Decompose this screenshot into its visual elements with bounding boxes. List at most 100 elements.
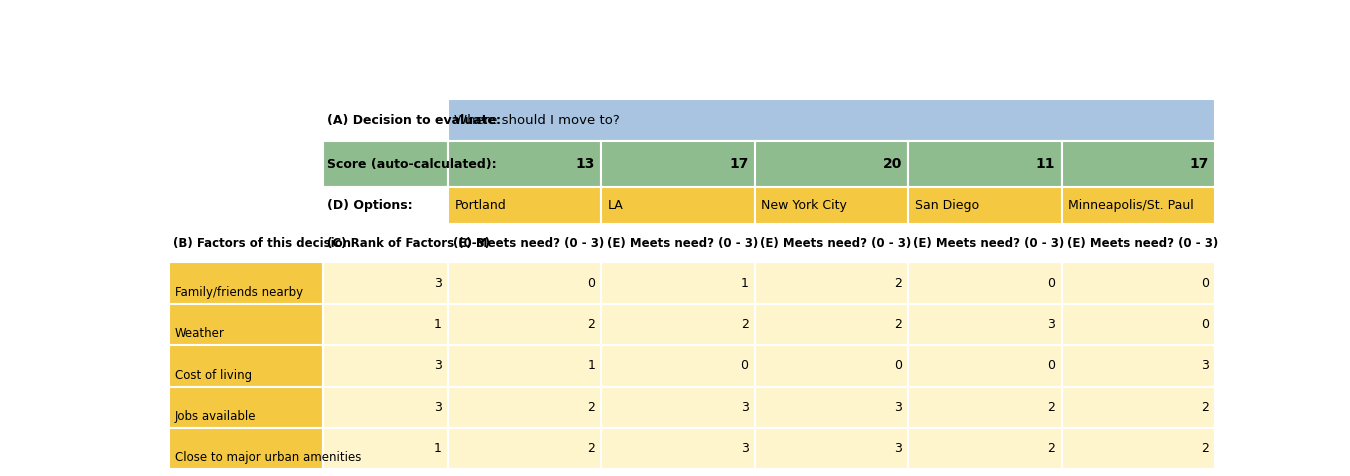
Bar <box>323 262 448 304</box>
Bar <box>169 387 323 428</box>
Text: Weather: Weather <box>176 327 225 340</box>
Bar <box>755 187 909 224</box>
Text: 0: 0 <box>587 277 595 289</box>
Text: 2: 2 <box>1202 442 1208 455</box>
Text: (E) Meets need? (0 - 3): (E) Meets need? (0 - 3) <box>1066 237 1218 249</box>
Bar <box>448 99 1215 141</box>
Bar <box>602 304 755 345</box>
Bar <box>448 345 602 387</box>
Text: (B) Factors of this decision: (B) Factors of this decision <box>173 237 351 249</box>
Text: 0: 0 <box>1048 277 1056 289</box>
Bar <box>323 224 448 262</box>
Bar <box>1061 387 1215 428</box>
Bar <box>323 141 448 187</box>
Text: 1: 1 <box>587 359 595 372</box>
Bar <box>1061 224 1215 262</box>
Bar <box>169 141 323 187</box>
Text: (C) Rank of Factors (0-3): (C) Rank of Factors (0-3) <box>327 237 490 249</box>
Text: (E) Meets need? (0 - 3): (E) Meets need? (0 - 3) <box>454 237 605 249</box>
Bar <box>169 187 323 224</box>
Bar <box>909 262 1061 304</box>
Bar <box>169 57 1215 99</box>
Text: (E) Meets need? (0 - 3): (E) Meets need? (0 - 3) <box>606 237 757 249</box>
Bar <box>909 387 1061 428</box>
Bar <box>448 141 602 187</box>
Bar <box>602 428 755 469</box>
Text: 3: 3 <box>1202 359 1208 372</box>
Bar <box>602 262 755 304</box>
Bar <box>1061 304 1215 345</box>
Bar <box>755 304 909 345</box>
Text: 2: 2 <box>587 401 595 414</box>
Text: 11: 11 <box>1035 158 1056 171</box>
Bar <box>169 345 323 387</box>
Bar <box>909 187 1061 224</box>
Bar <box>323 387 448 428</box>
Text: 0: 0 <box>894 359 902 372</box>
Text: 3: 3 <box>741 401 749 414</box>
Bar <box>909 345 1061 387</box>
Bar <box>169 224 323 262</box>
Text: New York City: New York City <box>761 199 846 212</box>
Text: (D) Options:: (D) Options: <box>327 199 412 212</box>
Bar <box>169 262 323 304</box>
Bar <box>755 141 909 187</box>
Bar <box>169 304 323 345</box>
Bar <box>755 262 909 304</box>
Text: 3: 3 <box>1048 318 1056 331</box>
Bar <box>1061 345 1215 387</box>
Text: 2: 2 <box>741 318 749 331</box>
Bar <box>448 187 602 224</box>
Bar <box>448 428 602 469</box>
Text: Score (auto-calculated):: Score (auto-calculated): <box>327 158 497 171</box>
Text: Family/friends nearby: Family/friends nearby <box>176 286 304 299</box>
Bar <box>1061 141 1215 187</box>
Text: 2: 2 <box>587 442 595 455</box>
Bar <box>169 428 323 469</box>
Text: LA: LA <box>608 199 624 212</box>
Bar <box>448 387 602 428</box>
Bar <box>323 428 448 469</box>
Text: 3: 3 <box>433 359 441 372</box>
Bar <box>755 428 909 469</box>
Text: (E) Meets need? (0 - 3): (E) Meets need? (0 - 3) <box>914 237 1065 249</box>
Text: (A) Decision to evaluate:: (A) Decision to evaluate: <box>327 114 501 127</box>
Bar <box>1061 187 1215 224</box>
Text: 17: 17 <box>729 158 749 171</box>
Text: 2: 2 <box>894 277 902 289</box>
Bar <box>755 224 909 262</box>
Bar <box>602 387 755 428</box>
Text: 17: 17 <box>1189 158 1208 171</box>
Text: San Diego: San Diego <box>914 199 979 212</box>
Bar <box>909 141 1061 187</box>
Text: (E) Meets need? (0 - 3): (E) Meets need? (0 - 3) <box>760 237 911 249</box>
Text: 3: 3 <box>433 277 441 289</box>
Text: 1: 1 <box>433 442 441 455</box>
Text: 2: 2 <box>587 318 595 331</box>
Text: 0: 0 <box>1048 359 1056 372</box>
Bar <box>755 387 909 428</box>
Text: 0: 0 <box>1200 318 1208 331</box>
Bar <box>909 428 1061 469</box>
Text: 3: 3 <box>741 442 749 455</box>
Text: 3: 3 <box>894 442 902 455</box>
Bar <box>602 224 755 262</box>
Bar <box>323 304 448 345</box>
Text: 13: 13 <box>576 158 595 171</box>
Bar <box>448 262 602 304</box>
Text: Cost of living: Cost of living <box>176 368 252 382</box>
Text: 2: 2 <box>1202 401 1208 414</box>
Text: 3: 3 <box>433 401 441 414</box>
Bar <box>448 224 602 262</box>
Text: 2: 2 <box>1048 442 1056 455</box>
Bar <box>323 187 448 224</box>
Bar <box>448 304 602 345</box>
Bar <box>323 345 448 387</box>
Text: 2: 2 <box>1048 401 1056 414</box>
Bar <box>755 345 909 387</box>
Text: Minneapolis/St. Paul: Minneapolis/St. Paul <box>1068 199 1193 212</box>
Text: 1: 1 <box>741 277 749 289</box>
Bar <box>909 224 1061 262</box>
Text: Jobs available: Jobs available <box>176 410 256 423</box>
Text: Close to major urban amenities: Close to major urban amenities <box>176 451 362 465</box>
